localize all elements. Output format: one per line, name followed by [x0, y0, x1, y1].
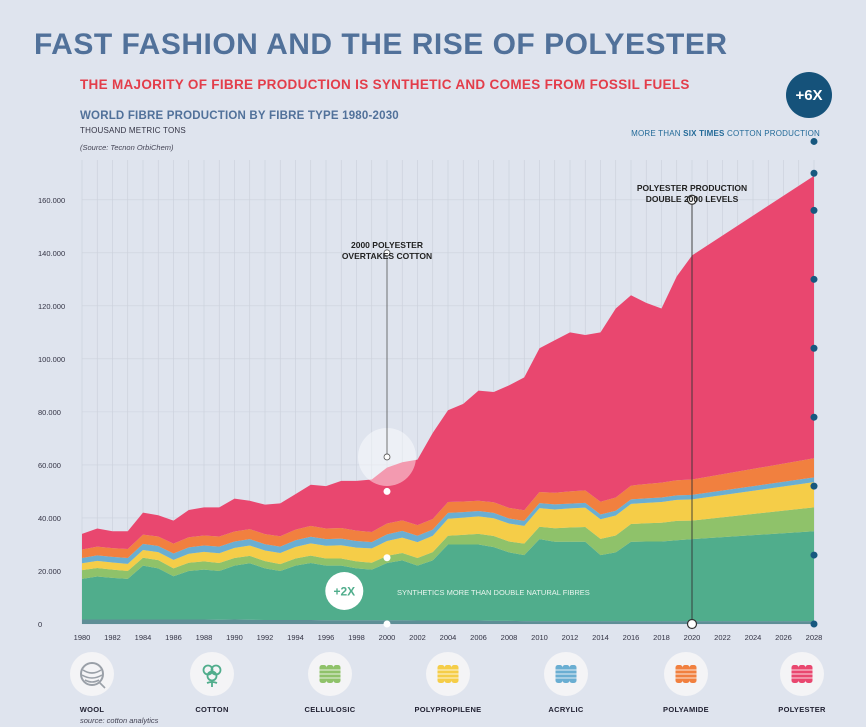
fibre-label: WOOL [79, 705, 105, 714]
chart-title: WORLD FIBRE PRODUCTION BY FIBRE TYPE 198… [80, 110, 399, 122]
x-tick-label: 2012 [562, 633, 579, 642]
page-title: FAST FASHION AND THE RISE OF POLYESTER [34, 28, 728, 61]
fibre-legend-item: POLYAMIDE [636, 652, 736, 714]
unit-label: THOUSAND METRIC TONS [80, 126, 186, 135]
right-marker-dot [810, 551, 818, 559]
x-tick-label: 1984 [135, 633, 152, 642]
six-note-bold: SIX TIMES [683, 129, 725, 138]
fibre-legend-item: COTTON [162, 652, 262, 714]
x-tick-label: 2016 [623, 633, 640, 642]
yarn-spools-icon [780, 652, 824, 696]
fibre-area-chart: 0 20.000 40.000 60.000 80.000 100.000 120.000 1… [38, 137, 823, 642]
x-tick-label: 2026 [775, 633, 792, 642]
x-tick-label: 2018 [653, 633, 670, 642]
annotation-dot [686, 618, 698, 630]
fibre-label: COTTON [195, 705, 229, 714]
x-tick-label: 2028 [806, 633, 823, 642]
annotation-2000-label: 2000 POLYESTER OVERTAKES COTTON [342, 240, 432, 261]
two-x-badge-label: +2X [333, 585, 355, 599]
area-cellulosic [82, 507, 814, 579]
annotation-dot [686, 194, 698, 205]
y-tick-label: 100.000 [38, 355, 65, 364]
six-times-badge: +6X [786, 72, 832, 118]
x-tick-label: 1990 [226, 633, 243, 642]
six-times-note: MORE THAN SIX TIMES COTTON PRODUCTION [631, 129, 820, 138]
yarn-spools-icon [664, 652, 708, 696]
x-tick-label: 1988 [196, 633, 213, 642]
fibre-label: POLYESTER [778, 705, 826, 714]
x-tick-label: 1980 [74, 633, 91, 642]
x-tick-label: 2008 [501, 633, 518, 642]
yarn-spools-icon [544, 652, 588, 696]
right-marker-dot [810, 413, 818, 421]
x-tick-label: 2024 [745, 633, 762, 642]
x-tick-label: 2004 [440, 633, 457, 642]
footer-source: source: cotton analytics [80, 716, 159, 725]
fibre-label: POLYPROPILENE [414, 705, 482, 714]
y-tick-label: 160.000 [38, 196, 65, 205]
y-tick-label: 20.000 [38, 567, 61, 576]
x-tick-label: 1998 [348, 633, 365, 642]
x-tick-label: 1992 [257, 633, 274, 642]
six-note-suffix: COTTON PRODUCTION [724, 129, 820, 138]
x-tick-label: 2014 [592, 633, 609, 642]
fibre-label: CELLULOSIC [304, 705, 356, 714]
two-x-note: SYNTHETICS MORE THAN DOUBLE NATURAL FIBR… [397, 588, 590, 597]
area-polyamide [82, 458, 814, 558]
yarn-spools-icon [308, 652, 352, 696]
two-x-badge [325, 572, 364, 610]
area-cotton [82, 531, 814, 622]
fibre-legend-item: POLYESTER [752, 652, 852, 714]
right-marker-dot [810, 169, 818, 177]
fibre-label: POLYAMIDE [663, 705, 709, 714]
x-tick-label: 2000 [379, 633, 396, 642]
wool-yarn-icon [70, 652, 114, 696]
y-tick-label: 140.000 [38, 249, 65, 258]
cotton-plant-icon [190, 652, 234, 696]
y-tick-label: 80.000 [38, 408, 61, 417]
fibre-legend-item: CELLULOSIC [280, 652, 380, 714]
y-tick-label: 40.000 [38, 514, 61, 523]
y-tick-label: 0 [38, 620, 42, 629]
x-tick-label: 2006 [470, 633, 487, 642]
x-tick-label: 1986 [165, 633, 182, 642]
x-tick-label: 2020 [684, 633, 701, 642]
x-tick-label: 2002 [409, 633, 426, 642]
area-wool [82, 619, 814, 624]
right-marker-dot [810, 137, 818, 145]
x-tick-label: 1982 [104, 633, 121, 642]
six-note-prefix: MORE THAN [631, 129, 684, 138]
marker-dot [383, 487, 391, 495]
area-polypropylene [82, 482, 814, 571]
x-tick-label: 1994 [287, 633, 304, 642]
fibre-label: ACRYLIC [548, 705, 584, 714]
fibre-legend-item: ACRYLIC [516, 652, 616, 714]
x-tick-label: 2022 [714, 633, 731, 642]
annotation-dot [383, 249, 391, 257]
right-marker-dot [810, 206, 818, 214]
marker-dot [383, 554, 391, 562]
right-marker-dot [810, 275, 818, 283]
yarn-spools-icon [426, 652, 470, 696]
fibre-legend-item: POLYPROPILENE [398, 652, 498, 714]
x-tick-label: 1996 [318, 633, 335, 642]
annotation-2020-label: POLYESTER PRODUCTION DOUBLE 2000 LEVELS [637, 183, 747, 204]
fibre-legend-item: WOOL [42, 652, 142, 714]
page-subtitle: THE MAJORITY OF FIBRE PRODUCTION IS SYNT… [80, 77, 690, 92]
area-polyester [82, 175, 814, 550]
right-marker-dot [810, 620, 818, 628]
marker-dot [383, 620, 391, 628]
y-tick-label: 120.000 [38, 302, 65, 311]
right-marker-dot [810, 482, 818, 490]
y-tick-label: 60.000 [38, 461, 61, 470]
x-tick-label: 2010 [531, 633, 548, 642]
right-marker-dot [810, 344, 818, 352]
source-note: (Source: Tecnon OrbiChem) [80, 143, 174, 152]
annotation-dot [383, 453, 391, 461]
